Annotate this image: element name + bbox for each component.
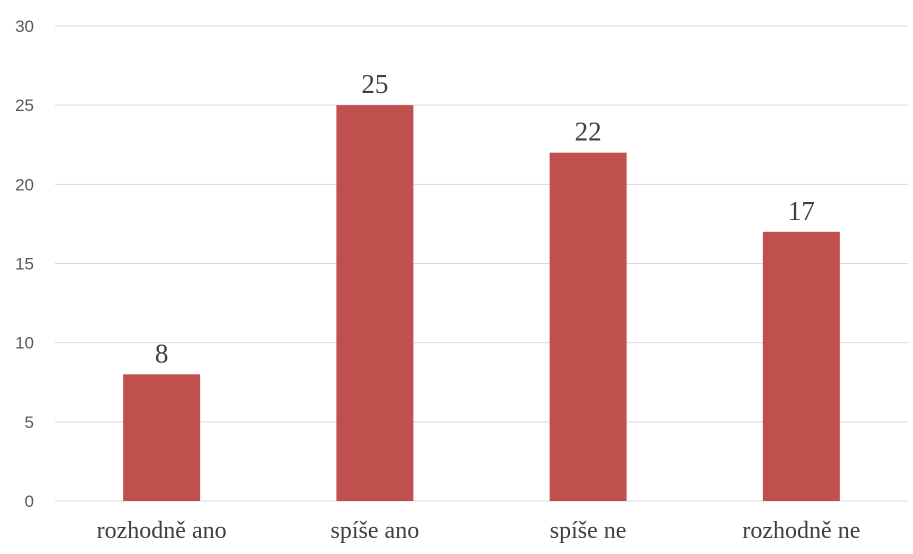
x-axis-ticks: rozhodně ano spíše ano spíše ne rozhodně ne: [97, 518, 861, 544]
x-tick-label: rozhodně ne: [742, 518, 860, 544]
y-tick-label: 30: [15, 17, 34, 36]
y-tick-label: 10: [15, 334, 34, 353]
y-tick-label: 20: [15, 175, 34, 194]
y-axis-ticks: 0 5 10 15 20 25 30: [15, 17, 34, 511]
data-label: 25: [361, 69, 388, 99]
y-tick-label: 15: [15, 255, 34, 274]
x-tick-label: rozhodně ano: [97, 518, 227, 544]
x-tick-label: spíše ano: [331, 518, 420, 544]
bar: [123, 374, 201, 501]
data-label: 22: [575, 117, 602, 147]
x-tick-label: spíše ne: [550, 518, 627, 544]
bar: [336, 105, 414, 502]
data-labels: 8 25 22 17: [155, 69, 815, 368]
data-label: 17: [788, 196, 815, 226]
y-tick-label: 25: [15, 96, 34, 115]
data-label: 8: [155, 338, 169, 368]
y-tick-label: 0: [25, 492, 34, 511]
bars: [123, 105, 840, 502]
y-tick-label: 5: [25, 413, 34, 432]
bar: [762, 231, 840, 502]
bar: [549, 152, 627, 501]
